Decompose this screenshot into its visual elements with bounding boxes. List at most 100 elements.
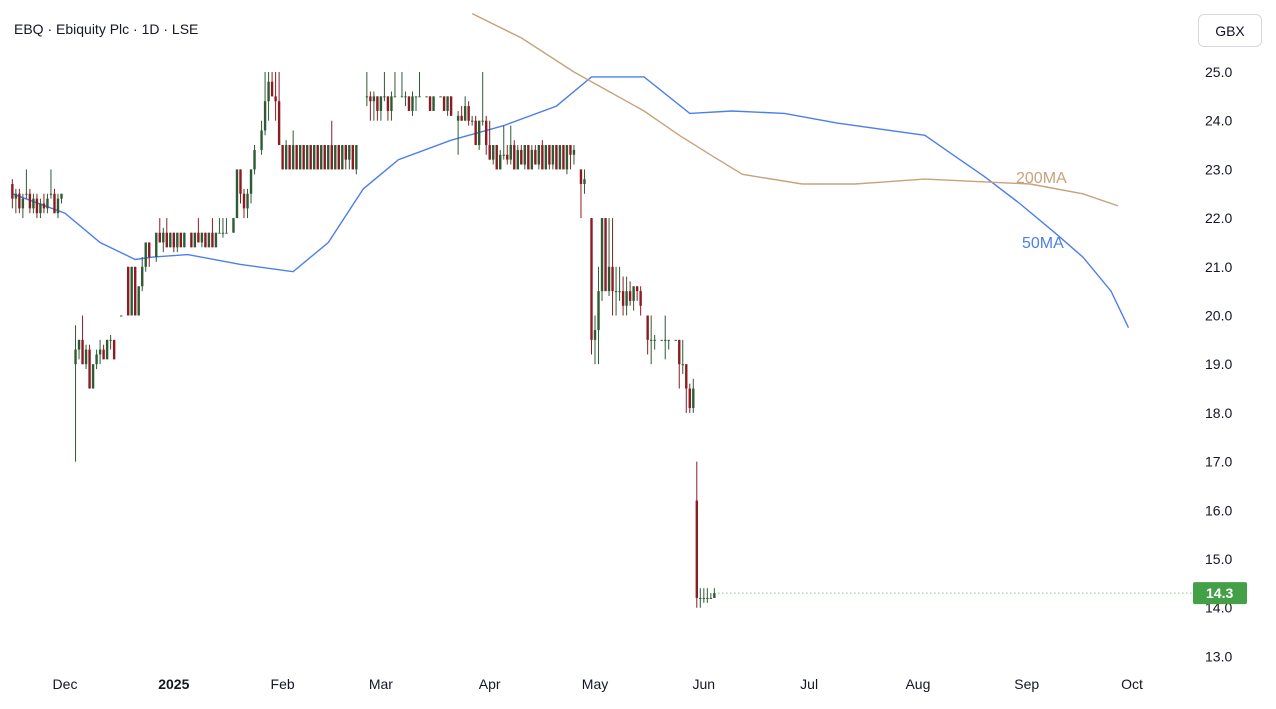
- candle-body: [81, 339, 84, 365]
- candle-body: [148, 242, 151, 258]
- candle-body: [425, 96, 428, 98]
- candle-body: [678, 339, 681, 365]
- candle-body: [21, 198, 25, 209]
- candle-body: [11, 184, 14, 199]
- candle-body: [449, 96, 453, 116]
- x-tick-label: Aug: [905, 676, 930, 692]
- candle-body: [530, 149, 534, 170]
- candle-body: [56, 198, 60, 214]
- candle-body: [313, 145, 316, 170]
- candle-body: [309, 145, 312, 170]
- candle-body: [204, 232, 207, 248]
- x-tick-label: Jul: [800, 676, 818, 692]
- candle-body: [46, 198, 49, 209]
- candle-body: [162, 232, 165, 243]
- candle-body: [355, 145, 358, 170]
- candle-body: [593, 330, 597, 340]
- candle-body: [302, 145, 305, 170]
- candle-body: [232, 218, 235, 233]
- candle-body: [239, 169, 242, 194]
- candle-body: [281, 145, 284, 170]
- candle-body: [211, 232, 214, 248]
- candle-body: [137, 286, 140, 316]
- candle-body: [291, 145, 295, 170]
- candle-body: [214, 232, 218, 248]
- y-tick-label: 13.0: [1205, 648, 1232, 664]
- candle-body: [18, 193, 21, 209]
- candle-body: [495, 145, 498, 170]
- candle-body: [77, 339, 81, 350]
- candle-body: [305, 145, 309, 170]
- candle-body: [169, 232, 172, 248]
- candle-body: [674, 339, 677, 341]
- y-tick-label: 24.0: [1205, 113, 1232, 129]
- x-tick-label: Sep: [1014, 676, 1039, 692]
- y-tick-label: 25.0: [1205, 64, 1232, 80]
- candle-body: [88, 349, 91, 389]
- candle-body: [541, 145, 544, 170]
- candle-body: [348, 145, 351, 160]
- candle-body: [320, 145, 323, 170]
- candle-body: [499, 154, 502, 170]
- y-tick-label: 22.0: [1205, 210, 1232, 226]
- candle-body: [253, 149, 256, 170]
- candle-body: [42, 203, 46, 209]
- candle-body: [706, 597, 709, 599]
- candle-body: [569, 145, 572, 155]
- candle-body: [625, 291, 628, 306]
- candle-body: [695, 500, 698, 598]
- candle-body: [699, 597, 702, 599]
- candle-body: [649, 339, 653, 341]
- candle-body: [492, 145, 495, 160]
- candle-body: [583, 179, 586, 185]
- candle-body: [190, 232, 193, 248]
- candle-body: [53, 193, 56, 214]
- candle-body: [109, 339, 112, 341]
- candle-body: [344, 145, 347, 160]
- y-tick-label: 21.0: [1205, 259, 1232, 275]
- candle-body: [158, 232, 161, 243]
- candle-body: [141, 266, 144, 287]
- currency-button[interactable]: GBX: [1198, 14, 1262, 47]
- candle-body: [418, 96, 421, 98]
- candle-body: [246, 193, 249, 209]
- candle-body: [84, 349, 88, 365]
- candle-body: [692, 388, 695, 409]
- candle-body: [270, 81, 274, 97]
- candle-body: [25, 193, 28, 195]
- candle-body: [607, 266, 611, 292]
- candle-body: [221, 232, 225, 234]
- candle-body: [400, 96, 404, 98]
- candle-body: [614, 291, 618, 293]
- candle-body: [298, 145, 302, 170]
- candle-body: [35, 198, 39, 214]
- last-price-tag: [1193, 582, 1247, 605]
- candle-body: [295, 145, 298, 170]
- candle-body: [544, 145, 548, 170]
- candle-body: [474, 120, 477, 146]
- candle-body: [316, 145, 319, 170]
- candle-body: [513, 145, 516, 170]
- candle-body: [165, 232, 168, 248]
- candle-body: [572, 149, 576, 155]
- candle-body: [351, 145, 355, 170]
- ma-label-200ma: 200MA: [1016, 170, 1067, 187]
- candle-body: [590, 218, 593, 340]
- candle-body: [621, 291, 625, 306]
- candle-body: [126, 266, 130, 316]
- candle-body: [386, 96, 390, 111]
- candle-body: [467, 106, 470, 121]
- candle-body: [597, 291, 600, 331]
- candle-body: [260, 130, 263, 150]
- x-tick-label: Dec: [53, 676, 78, 692]
- candle-body: [242, 193, 246, 209]
- candle-body: [558, 145, 562, 170]
- candle-body: [618, 291, 621, 293]
- candle-body: [32, 198, 35, 209]
- candle-body: [446, 96, 449, 111]
- candle-body: [579, 169, 583, 185]
- candle-body: [369, 96, 372, 102]
- candle-body: [713, 593, 716, 598]
